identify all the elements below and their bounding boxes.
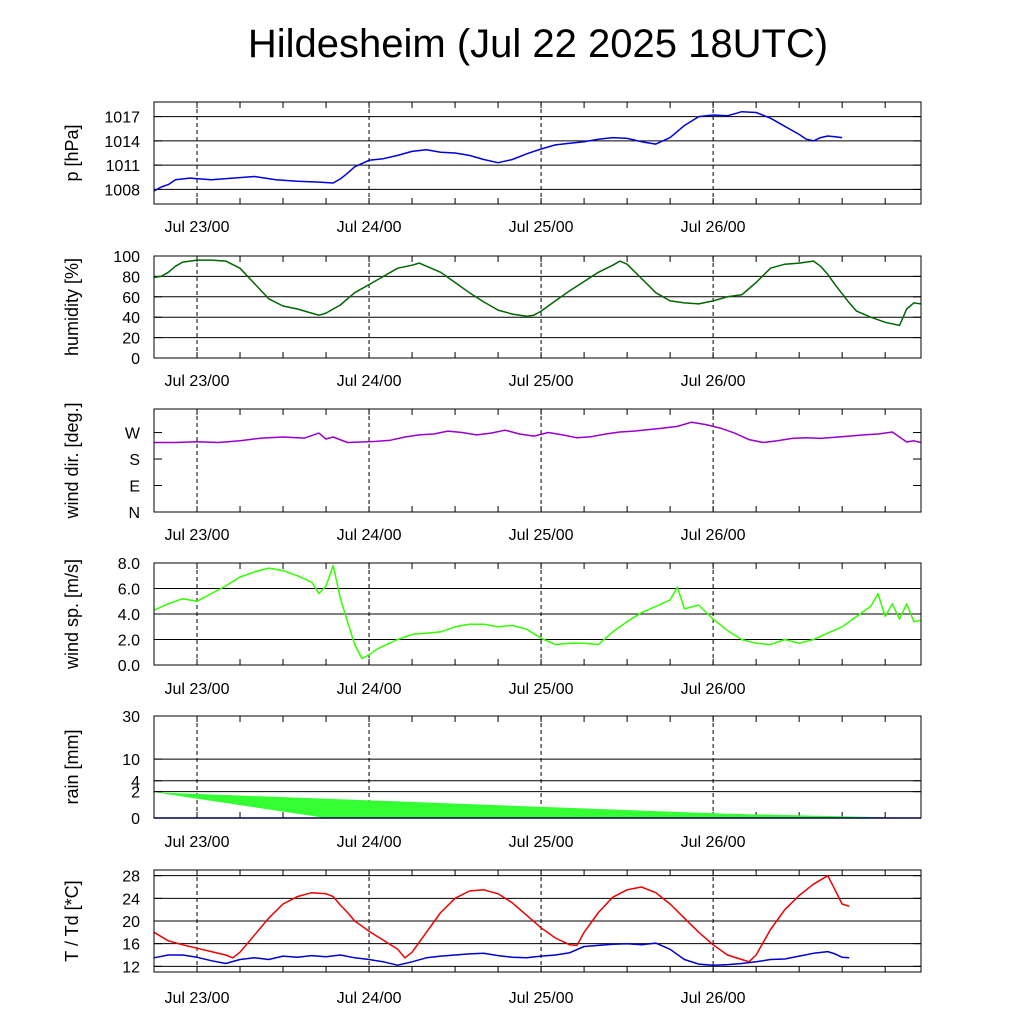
series-line-1 [153, 874, 850, 963]
panel-frame [153, 101, 922, 205]
y-axis-label: rain [mm] [62, 729, 82, 804]
y-tick-label: 100 [113, 249, 140, 266]
series-line-2 [153, 942, 850, 966]
y-axis-label: p [hPa] [62, 124, 82, 181]
x-tick-label: Jul 23/00 [165, 219, 230, 236]
y-tick-label: 80 [122, 269, 140, 286]
panel-frame [153, 562, 922, 666]
y-tick-label: W [125, 426, 141, 443]
y-tick-label: N [128, 505, 140, 522]
y-tick-label: 2.0 [118, 633, 140, 650]
x-tick-label: Jul 23/00 [165, 373, 230, 390]
panel-frame [153, 255, 922, 359]
y-axis-label: wind dir. [deg.] [62, 402, 82, 519]
panel-2: 0 20 40 60 80 100 Jul 23/00 Jul 24/00 Jul 25/00 J… [62, 249, 922, 390]
y-tick-label: 2 [131, 785, 140, 802]
x-tick-label: Jul 25/00 [509, 834, 574, 851]
y-tick-label: 0.0 [118, 658, 140, 675]
x-tick-label: Jul 23/00 [165, 834, 230, 851]
y-tick-label: 60 [122, 290, 140, 307]
y-tick-label: 24 [122, 891, 140, 908]
x-tick-label: Jul 24/00 [337, 990, 402, 1007]
y-tick-label: 20 [122, 331, 140, 348]
x-tick-label: Jul 23/00 [165, 990, 230, 1007]
y-tick-label: 1011 [106, 158, 141, 175]
y-axis-label: T / Td [*C] [62, 880, 82, 961]
y-tick-label: 30 [122, 709, 140, 726]
y-tick-label: 8.0 [118, 556, 140, 573]
panel-6: 12 16 20 24 28 Jul 23/00 Jul 24/00 Jul 25/00 Jul… [62, 869, 922, 1007]
y-tick-label: E [129, 479, 140, 496]
x-tick-label: Jul 26/00 [681, 373, 746, 390]
x-tick-label: Jul 26/00 [681, 527, 746, 544]
x-tick-label: Jul 23/00 [165, 681, 230, 698]
chart-title: Hildesheim (Jul 22 2025 18UTC) [247, 22, 829, 66]
y-tick-label: S [129, 452, 140, 469]
y-tick-label: 28 [122, 869, 140, 886]
panel-frame [153, 715, 922, 819]
y-tick-label: 1008 [104, 182, 140, 199]
x-tick-label: Jul 26/00 [681, 219, 746, 236]
series-line-1 [153, 110, 843, 192]
x-tick-label: Jul 24/00 [337, 834, 402, 851]
x-tick-label: Jul 25/00 [509, 373, 574, 390]
x-tick-label: Jul 23/00 [165, 527, 230, 544]
y-axis-label: wind sp. [m/s] [62, 559, 82, 670]
y-axis-label: humidity [%] [62, 258, 82, 356]
y-tick-label: 0 [131, 351, 140, 368]
x-tick-label: Jul 25/00 [509, 527, 574, 544]
panel-frame [153, 408, 922, 513]
series-line-1 [153, 259, 922, 327]
panel-1: 1008 1011 1014 1017 Jul 23/00 Jul 24/00 Jul 25… [62, 101, 922, 236]
x-tick-label: Jul 24/00 [337, 527, 402, 544]
y-tick-label: 0 [131, 811, 140, 828]
rain-area [154, 792, 921, 818]
y-tick-label: 12 [122, 959, 140, 976]
y-tick-label: 6.0 [118, 582, 140, 599]
x-tick-label: Jul 24/00 [337, 681, 402, 698]
y-tick-label: 4.0 [118, 607, 140, 624]
x-tick-label: Jul 24/00 [337, 373, 402, 390]
x-tick-label: Jul 25/00 [509, 990, 574, 1007]
series-line-1 [153, 564, 922, 660]
x-tick-label: Jul 25/00 [509, 219, 574, 236]
x-tick-label: Jul 25/00 [509, 681, 574, 698]
y-tick-label: 20 [122, 914, 140, 931]
x-tick-label: Jul 26/00 [681, 681, 746, 698]
y-tick-label: 1017 [104, 110, 140, 127]
y-tick-label: 4 [131, 774, 140, 791]
panel-frame [153, 869, 922, 973]
y-tick-label: 1014 [104, 134, 140, 151]
x-tick-label: Jul 26/00 [681, 990, 746, 1007]
panel-4: 0.0 2.0 4.0 6.0 8.0 Jul 23/00 Jul 24/00 Jul 25/… [62, 556, 922, 698]
y-tick-label: 16 [122, 937, 140, 954]
y-tick-label: 10 [122, 752, 140, 769]
x-tick-label: Jul 26/00 [681, 834, 746, 851]
series-line-1 [154, 421, 922, 444]
y-tick-label: 40 [122, 310, 140, 327]
panel-5: 0 24 10 30 Jul 23/00 Jul 24/00 Jul 25/00 Jul 26… [62, 709, 922, 851]
x-tick-label: Jul 24/00 [337, 219, 402, 236]
